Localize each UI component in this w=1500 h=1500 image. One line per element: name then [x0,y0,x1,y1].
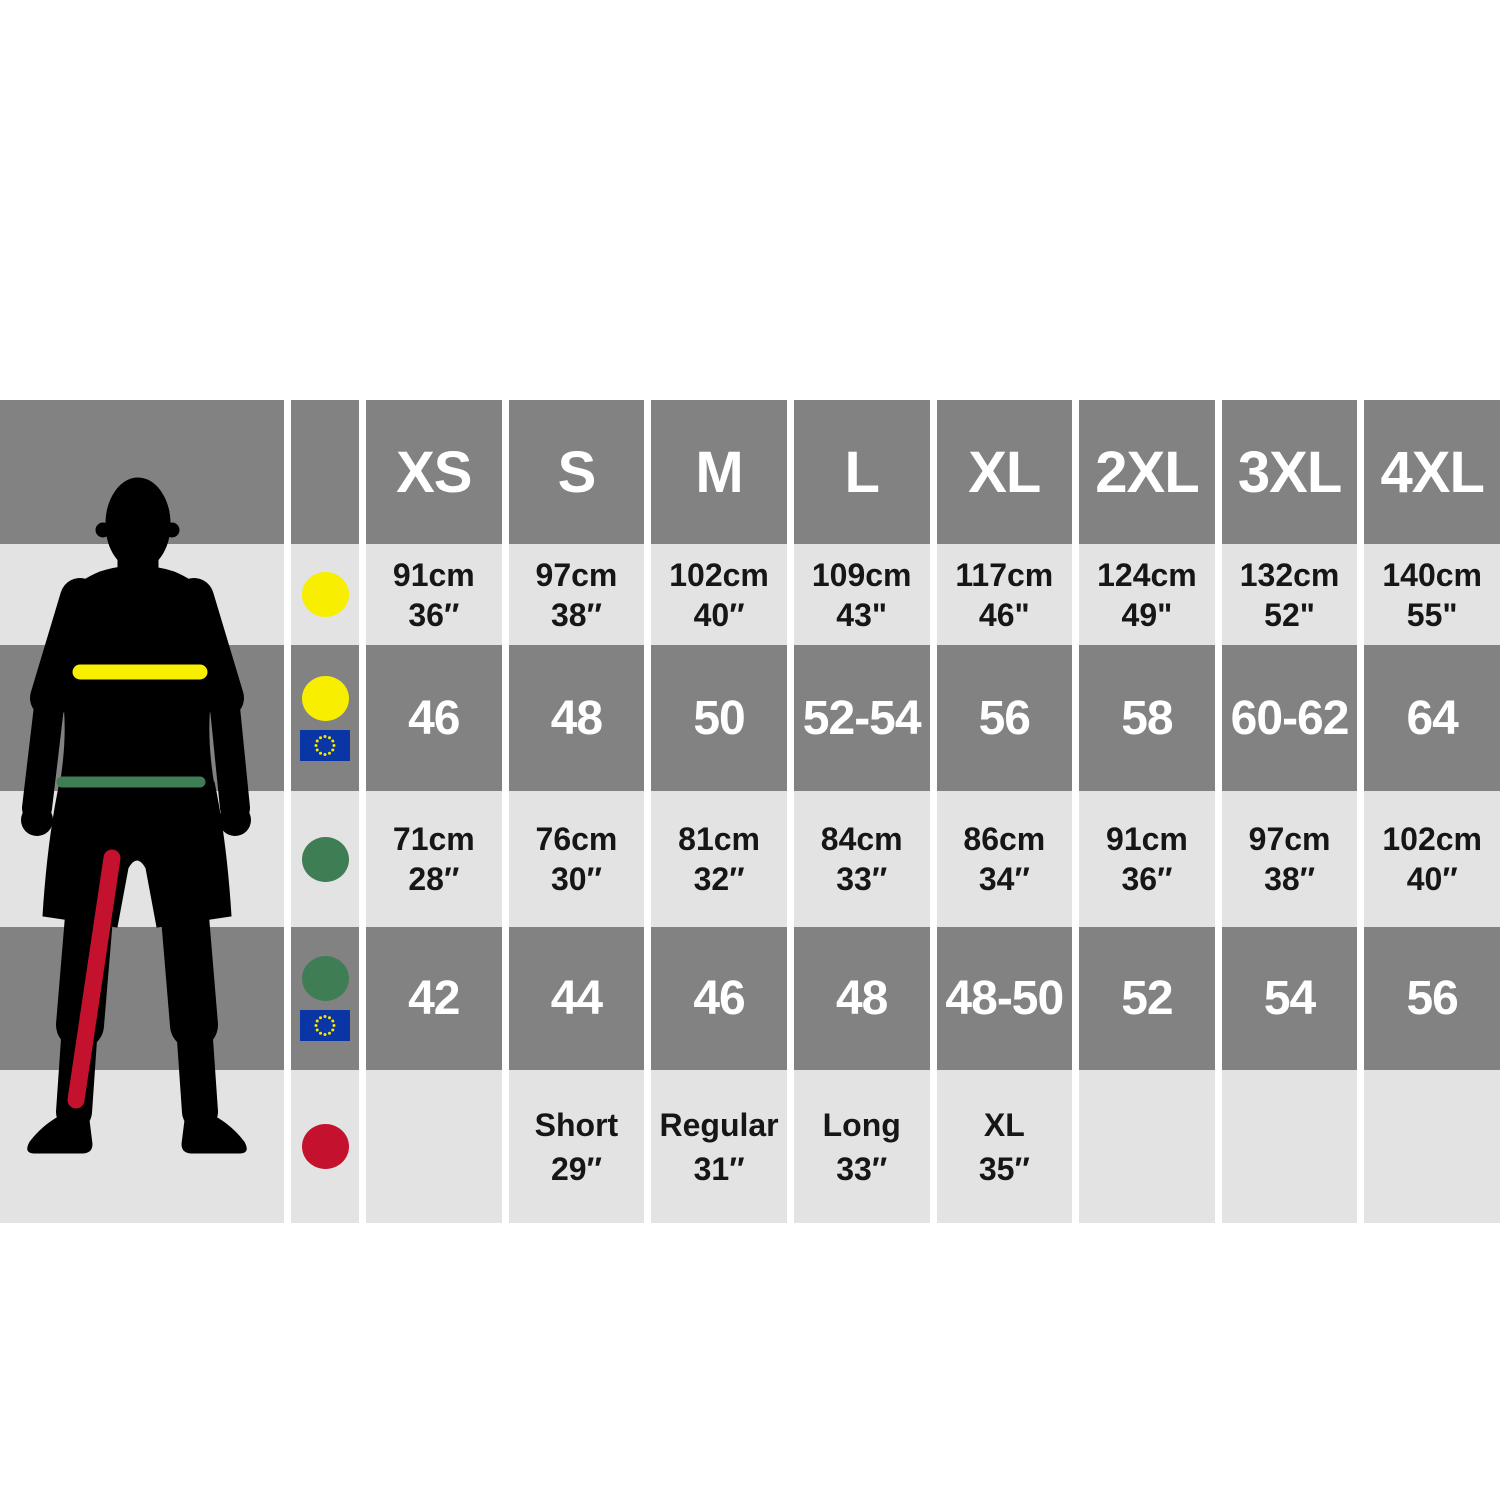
cell-waist-s: 76cm 30″ [508,791,645,927]
inside-leg-red-dot-icon [301,1124,349,1169]
size-label: M [695,439,743,505]
chest-indicator-cell [291,544,359,645]
cell-chest-eu-xl: 56 [936,645,1073,791]
cell-waist-eu-4xl: 56 [1364,927,1500,1070]
figure-cell [0,400,284,1223]
inside-leg-measure-line [67,849,121,1109]
cell-waist-eu-s: 44 [508,927,645,1070]
size-label: 4XL [1380,439,1485,505]
cell-chest-m: 102cm 40″ [651,544,787,645]
cell-chest-eu-3xl: 60-62 [1221,645,1358,791]
cell-chest-4xl: 140cm 55" [1364,544,1500,645]
waist-indicator-cell [291,791,359,927]
cell-chest-eu-l: 52-54 [793,645,930,791]
size-label: L [844,439,879,505]
waist-eu-indicator-cell [291,927,359,1070]
cell-chest-xs: 91cm 36″ [366,544,502,645]
eu-flag-icon [300,1010,350,1041]
cell-chest-eu-m: 50 [651,645,787,791]
cell-chest-s: 97cm 38″ [508,544,645,645]
size-header-xl: XL [936,400,1073,544]
cell-chest-eu-2xl: 58 [1079,645,1215,791]
cell-waist-eu-xs: 42 [366,927,502,1070]
size-label: XL [968,439,1041,505]
cell-waist-l: 84cm 33″ [793,791,930,927]
eu-flag-icon [300,730,350,761]
cell-waist-4xl: 102cm 40″ [1364,791,1500,927]
chest-yellow-dot-icon [301,572,349,617]
size-header-4xl: 4XL [1364,400,1500,544]
cell-leg-4xl [1364,1070,1500,1223]
inside-leg-indicator-cell [291,1070,359,1223]
indicator-column-header [291,400,359,544]
size-header-xs: XS [366,400,502,544]
size-label: S [557,439,597,505]
waist-green-dot-icon [301,836,349,882]
cell-leg-xs [366,1070,502,1223]
cell-waist-eu-xl: 48-50 [936,927,1073,1070]
cell-waist-xl: 86cm 34″ [936,791,1073,927]
cell-chest-3xl: 132cm 52" [1221,544,1358,645]
cell-leg-l: Long 33″ [793,1070,930,1223]
size-label: 3XL [1237,439,1342,505]
cell-waist-eu-l: 48 [793,927,930,1070]
cell-leg-xl: XL 35″ [936,1070,1073,1223]
cell-waist-eu-2xl: 52 [1079,927,1215,1070]
man-silhouette [21,477,251,1154]
cell-leg-3xl [1221,1070,1358,1223]
size-header-2xl: 2XL [1079,400,1215,544]
size-header-3xl: 3XL [1221,400,1358,544]
cell-chest-eu-xs: 46 [366,645,502,791]
cell-waist-xs: 71cm 28″ [366,791,502,927]
cell-leg-2xl [1079,1070,1215,1223]
cell-waist-2xl: 91cm 36″ [1079,791,1215,927]
cell-chest-eu-4xl: 64 [1364,645,1500,791]
cell-chest-2xl: 124cm 49" [1079,544,1215,645]
size-chart-table: XS S M L XL 2XL 3XL 4XL 91cm 36″ 97cm 38″ … [0,400,1500,1223]
cell-leg-m: Regular 31″ [651,1070,787,1223]
cell-waist-3xl: 97cm 38″ [1221,791,1358,927]
size-header-m: M [651,400,787,544]
waist-green-dot-icon [301,956,349,1001]
size-label: XS [396,439,472,505]
cell-leg-s: Short 29″ [508,1070,645,1223]
size-label: 2XL [1095,439,1199,505]
cell-waist-eu-m: 46 [651,927,787,1070]
size-header-s: S [508,400,645,544]
size-header-l: L [793,400,930,544]
cell-chest-l: 109cm 43" [793,544,930,645]
chest-yellow-dot-icon [301,675,349,721]
chest-eu-indicator-cell [291,645,359,791]
cell-waist-eu-3xl: 54 [1221,927,1358,1070]
body-silhouette-figure [21,477,251,1154]
cell-waist-m: 81cm 32″ [651,791,787,927]
cell-chest-eu-s: 48 [508,645,645,791]
cell-chest-xl: 117cm 46" [936,544,1073,645]
